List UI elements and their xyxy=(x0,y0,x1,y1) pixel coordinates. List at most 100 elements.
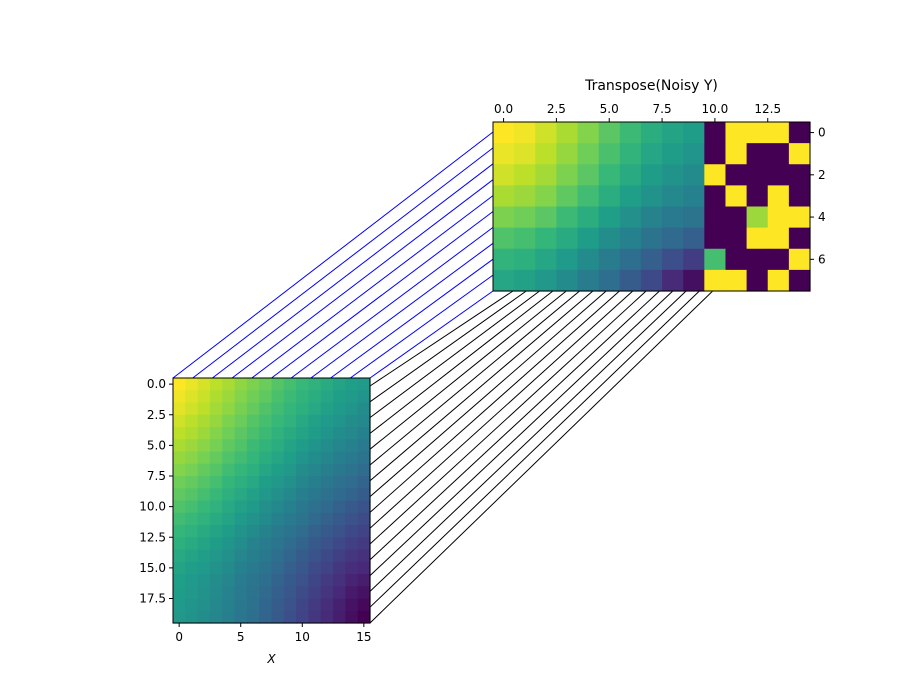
heatmap-cell xyxy=(345,463,359,477)
connector-line-lower xyxy=(369,290,540,419)
heatmap-cell xyxy=(209,390,223,404)
heatmap-cell xyxy=(283,476,297,489)
heatmap-cell xyxy=(296,512,310,526)
x-tick-label: 10 xyxy=(295,630,310,644)
heatmap-cell xyxy=(209,427,223,440)
heatmap-cell xyxy=(746,122,769,144)
connector-line-lower xyxy=(369,290,714,624)
connector-line-lower xyxy=(369,290,660,561)
heatmap-cell xyxy=(234,500,248,514)
y-tick-label: 2.5 xyxy=(147,408,166,422)
heatmap-cell xyxy=(683,143,705,165)
heatmap-cell xyxy=(514,122,536,144)
heatmap-cell xyxy=(283,525,297,538)
heatmap-cell xyxy=(683,185,705,208)
heatmap-cell xyxy=(308,476,322,489)
heatmap-cell xyxy=(209,610,223,624)
heatmap-cell xyxy=(197,451,211,465)
heatmap-cell xyxy=(308,598,322,612)
left-heatmap-frame xyxy=(172,377,371,624)
heatmap-cell xyxy=(173,574,186,587)
heatmap-cell xyxy=(514,227,536,250)
heatmap-cell xyxy=(185,574,199,587)
heatmap-cell xyxy=(246,574,260,587)
heatmap-cell xyxy=(333,427,346,440)
heatmap-cell xyxy=(746,248,769,271)
heatmap-cell xyxy=(577,164,600,186)
heatmap-cell xyxy=(209,488,223,502)
heatmap-cell xyxy=(259,549,273,563)
heatmap-cell xyxy=(283,610,297,624)
heatmap-cell xyxy=(640,143,663,165)
heatmap-cell xyxy=(197,525,211,538)
heatmap-cell xyxy=(296,610,310,624)
heatmap-cell xyxy=(173,610,186,624)
heatmap-cell xyxy=(209,414,223,428)
heatmap-cell xyxy=(767,164,790,186)
connector-line-upper xyxy=(271,211,494,379)
heatmap-cell xyxy=(788,248,811,271)
heatmap-cell xyxy=(308,500,322,514)
heatmap-cell xyxy=(598,269,621,292)
heatmap-cell xyxy=(598,122,621,144)
heatmap-cell xyxy=(283,561,297,575)
heatmap-cell xyxy=(283,500,297,514)
connector-line-upper xyxy=(212,163,494,379)
heatmap-cell xyxy=(209,402,223,416)
heatmap-cell xyxy=(222,451,236,465)
heatmap-cell xyxy=(197,586,211,600)
heatmap-cell xyxy=(357,488,371,502)
heatmap-cell xyxy=(345,414,359,428)
heatmap-cell xyxy=(577,248,600,271)
y-tick-label: 10.0 xyxy=(139,500,166,514)
heatmap-cell xyxy=(259,427,273,440)
heatmap-cell xyxy=(209,439,223,453)
heatmap-cell xyxy=(173,549,186,563)
heatmap-cell xyxy=(173,561,186,575)
heatmap-cell xyxy=(234,512,248,526)
heatmap-cell xyxy=(640,269,663,292)
left-heatmap-cells xyxy=(173,378,371,624)
heatmap-cell xyxy=(725,122,748,144)
heatmap-cell xyxy=(345,451,359,465)
heatmap-cell xyxy=(535,227,557,250)
heatmap-cell xyxy=(320,561,334,575)
heatmap-cell xyxy=(493,269,515,292)
heatmap-cell xyxy=(333,476,346,489)
heatmap-cell xyxy=(185,390,199,404)
heatmap-cell xyxy=(640,122,663,144)
left-x-axis-label: X xyxy=(266,652,276,666)
heatmap-cell xyxy=(259,598,273,612)
heatmap-cell xyxy=(788,227,811,250)
heatmap-cell xyxy=(683,269,705,292)
heatmap-cell xyxy=(788,164,811,186)
heatmap-cell xyxy=(209,378,223,391)
connector-line-lower xyxy=(369,290,674,576)
heatmap-cell xyxy=(283,586,297,600)
heatmap-cell xyxy=(345,610,359,624)
heatmap-cell xyxy=(308,451,322,465)
heatmap-cell xyxy=(259,390,273,404)
heatmap-cell xyxy=(259,537,273,551)
heatmap-cell xyxy=(493,248,515,271)
heatmap-cell xyxy=(209,549,223,563)
heatmap-cell xyxy=(259,414,273,428)
heatmap-cell xyxy=(514,143,536,165)
y-tick-label: 2 xyxy=(818,168,826,182)
heatmap-cell xyxy=(640,164,663,186)
heatmap-cell xyxy=(333,561,346,575)
heatmap-cell xyxy=(209,463,223,477)
heatmap-cell xyxy=(725,248,748,271)
heatmap-cell xyxy=(283,451,297,465)
heatmap-cell xyxy=(173,463,186,477)
heatmap-cell xyxy=(185,598,199,612)
heatmap-cell xyxy=(556,248,579,271)
heatmap-cell xyxy=(271,427,285,440)
heatmap-cell xyxy=(296,476,310,489)
heatmap-cell xyxy=(234,488,248,502)
heatmap-cell xyxy=(345,525,359,538)
heatmap-cell xyxy=(514,269,536,292)
heatmap-cell xyxy=(320,574,334,587)
heatmap-cell xyxy=(577,227,600,250)
x-tick-label: 0.0 xyxy=(494,102,513,116)
